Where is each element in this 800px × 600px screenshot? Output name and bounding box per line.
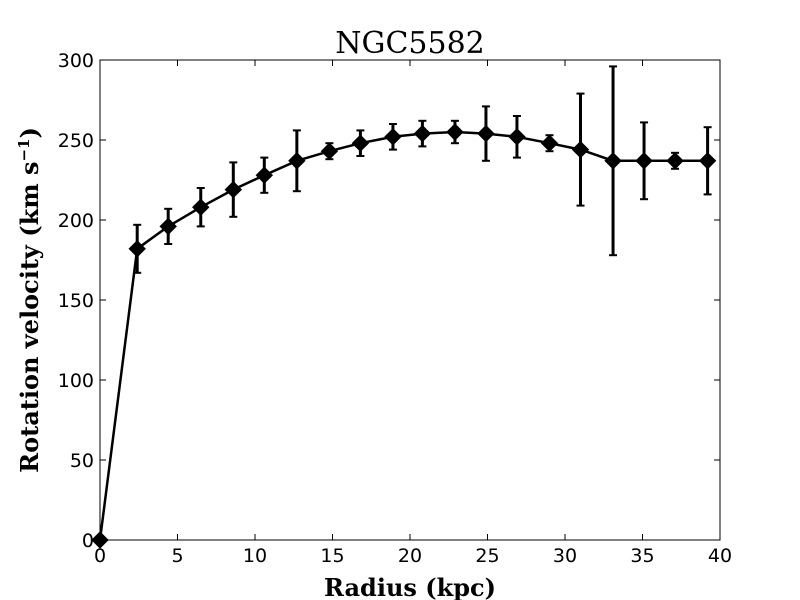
data-point — [446, 123, 464, 141]
error-bars — [133, 65, 712, 274]
data-point — [384, 128, 402, 146]
plot-frame — [99, 59, 721, 541]
x-tick-label: 30 — [553, 545, 577, 567]
y-axis-label-main: Rotation velocity (km s — [15, 162, 44, 473]
y-axis-label: Rotation velocity (km s−1) — [15, 127, 44, 473]
data-point — [192, 198, 210, 216]
data-point — [508, 128, 526, 146]
y-tick-label: 100 — [58, 370, 94, 392]
data-point — [255, 166, 274, 184]
data-point — [351, 134, 370, 152]
data-point — [666, 152, 684, 170]
data-point — [413, 124, 432, 143]
y-tick-label: 150 — [58, 290, 94, 312]
x-tick-label: 5 — [171, 545, 183, 567]
data-point — [288, 152, 306, 170]
y-tick-label: 50 — [70, 450, 94, 472]
y-tick-label: 200 — [58, 210, 94, 232]
plot-area — [91, 65, 717, 549]
y-tick-label: 250 — [58, 130, 94, 152]
data-markers — [91, 123, 717, 549]
y-tick-label: 0 — [82, 530, 94, 552]
y-tick-label: 300 — [58, 50, 94, 72]
x-tick-label: 15 — [320, 545, 344, 567]
y-axis-label-close: ) — [15, 127, 44, 138]
data-point — [224, 180, 243, 199]
chart-title: NGC5582 — [335, 26, 485, 61]
data-point — [320, 142, 339, 160]
data-point — [698, 152, 717, 170]
x-tick-label: 35 — [630, 545, 654, 567]
series-lines — [98, 130, 708, 541]
x-tick-label: 40 — [708, 545, 732, 567]
data-point — [540, 134, 559, 152]
data-point — [571, 140, 590, 159]
data-point — [128, 240, 146, 258]
data-point — [159, 217, 177, 236]
x-tick-label: 25 — [475, 545, 499, 567]
data-point — [604, 152, 622, 170]
x-tick-label: 10 — [243, 545, 267, 567]
x-axis-label: Radius (kpc) — [324, 573, 496, 600]
y-axis-label-exponent: −1 — [15, 139, 33, 162]
y-axis-ticks: 0 50 100 150 200 250 300 — [58, 50, 720, 552]
x-axis-ticks: 0 5 10 15 20 25 30 35 40 — [94, 60, 732, 567]
data-point — [635, 152, 653, 170]
series-line — [98, 130, 708, 541]
x-tick-label: 20 — [398, 545, 422, 567]
x-tick-label: 0 — [94, 545, 106, 567]
data-point — [477, 124, 495, 143]
